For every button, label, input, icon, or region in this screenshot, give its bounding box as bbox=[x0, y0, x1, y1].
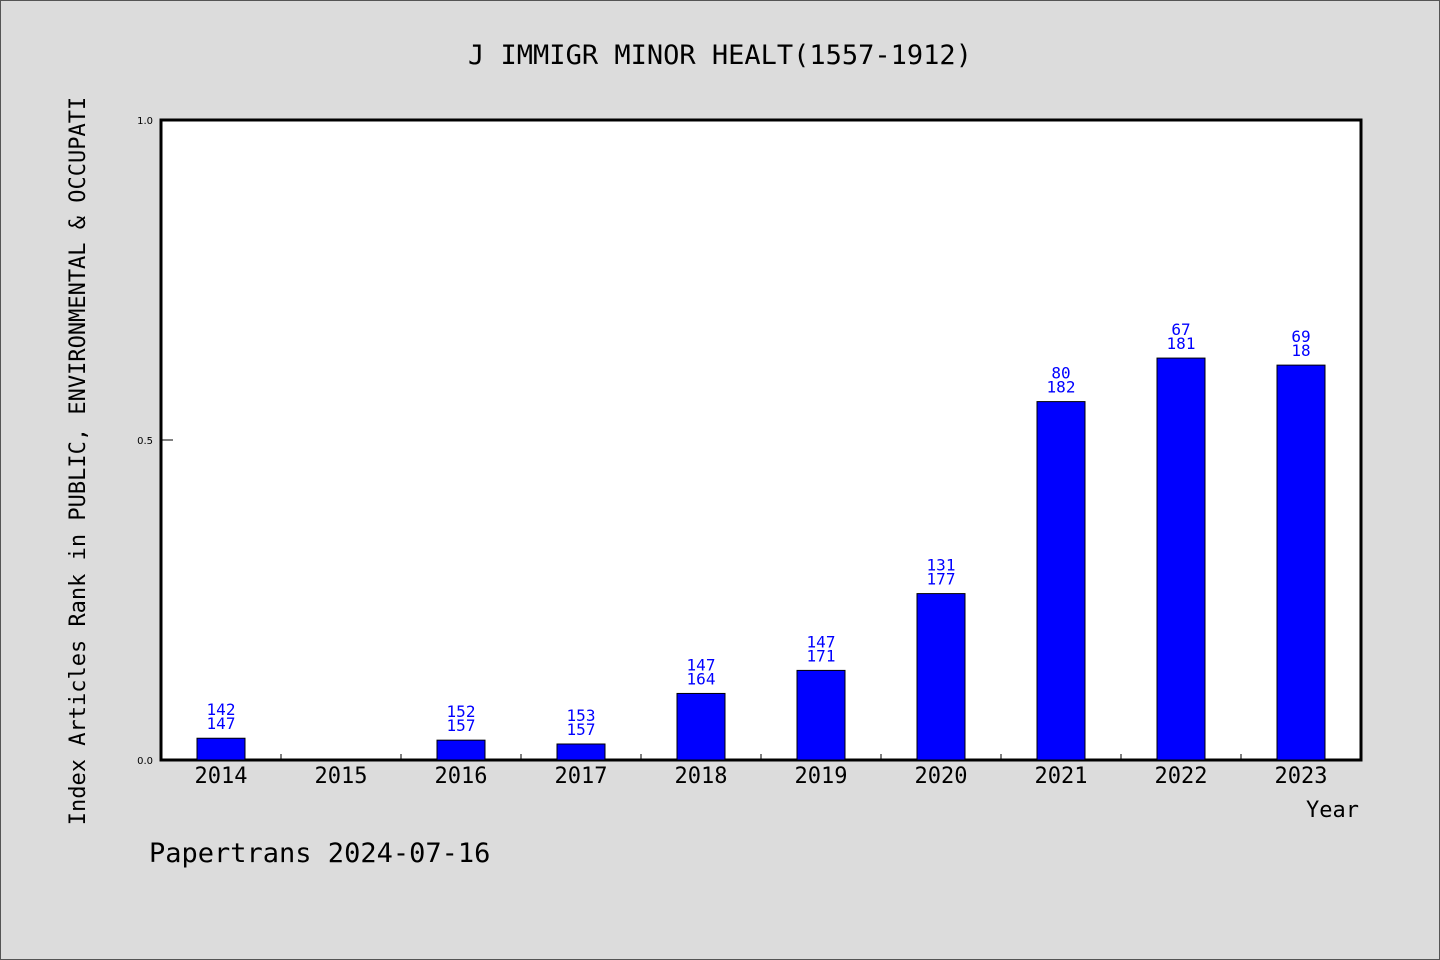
x-tick-label: 2018 bbox=[675, 764, 728, 789]
bar-label-top: 147 bbox=[807, 632, 836, 651]
x-tick-label: 2021 bbox=[1035, 764, 1088, 789]
bar-label-top: 153 bbox=[567, 706, 596, 725]
y-tick-label: 1.0 bbox=[137, 116, 153, 127]
bar-2017 bbox=[556, 743, 606, 761]
bar-label-bottom: 18 bbox=[1291, 341, 1310, 360]
x-tick-label: 2020 bbox=[915, 764, 968, 789]
bar-label-bottom: 182 bbox=[1047, 378, 1076, 397]
x-tick-label: 2023 bbox=[1275, 764, 1328, 789]
bar-label-top: 67 bbox=[1171, 320, 1190, 339]
bar-2016 bbox=[436, 739, 486, 761]
bar-label-top: 131 bbox=[927, 556, 956, 575]
bar-label-top: 69 bbox=[1291, 327, 1310, 346]
y-tick-label: 0.0 bbox=[137, 756, 153, 767]
x-tick-label: 2016 bbox=[435, 764, 488, 789]
x-tick-label: 2014 bbox=[195, 764, 248, 789]
bar-label-top: 147 bbox=[687, 655, 716, 674]
bar-2023 bbox=[1276, 364, 1326, 761]
bar-2021 bbox=[1036, 401, 1086, 761]
x-tick-label: 2017 bbox=[555, 764, 608, 789]
bar-2020 bbox=[916, 593, 966, 761]
bar-2018 bbox=[676, 692, 726, 761]
bar-label-top: 80 bbox=[1051, 364, 1070, 383]
bar-2014 bbox=[196, 737, 246, 761]
bar-label-top: 142 bbox=[207, 700, 236, 719]
bar-label-bottom: 147 bbox=[207, 714, 236, 733]
x-axis-label: Year bbox=[1306, 798, 1359, 823]
bar-label-bottom: 157 bbox=[447, 716, 476, 735]
bar-label-bottom: 171 bbox=[807, 646, 836, 665]
bar-2022 bbox=[1156, 357, 1206, 761]
y-tick-label: 0.5 bbox=[137, 436, 153, 447]
bar-labels-group: 1421471521571531571471641471711311778018… bbox=[207, 320, 1311, 739]
footer-text: Papertrans 2024-07-16 bbox=[149, 838, 490, 869]
y-axis: 0.0 0.5 1.0 bbox=[137, 116, 173, 767]
bar-label-bottom: 181 bbox=[1167, 334, 1196, 353]
bar-label-bottom: 177 bbox=[927, 570, 956, 589]
bar-2019 bbox=[796, 669, 846, 761]
bars-group bbox=[196, 357, 1326, 761]
bar-label-bottom: 164 bbox=[687, 669, 716, 688]
x-tick-label: 2015 bbox=[315, 764, 368, 789]
x-tick-label: 2022 bbox=[1155, 764, 1208, 789]
chart-title: J IMMIGR MINOR HEALT(1557-1912) bbox=[468, 40, 972, 71]
bar-label-bottom: 157 bbox=[567, 720, 596, 739]
x-tick-label: 2019 bbox=[795, 764, 848, 789]
bar-label-top: 152 bbox=[447, 702, 476, 721]
y-axis-label: Index Articles Rank in PUBLIC, ENVIRONME… bbox=[66, 97, 91, 825]
x-axis: 2014 2015 2016 2017 2018 2019 2020 2021 2022 2023 bbox=[195, 754, 1328, 789]
